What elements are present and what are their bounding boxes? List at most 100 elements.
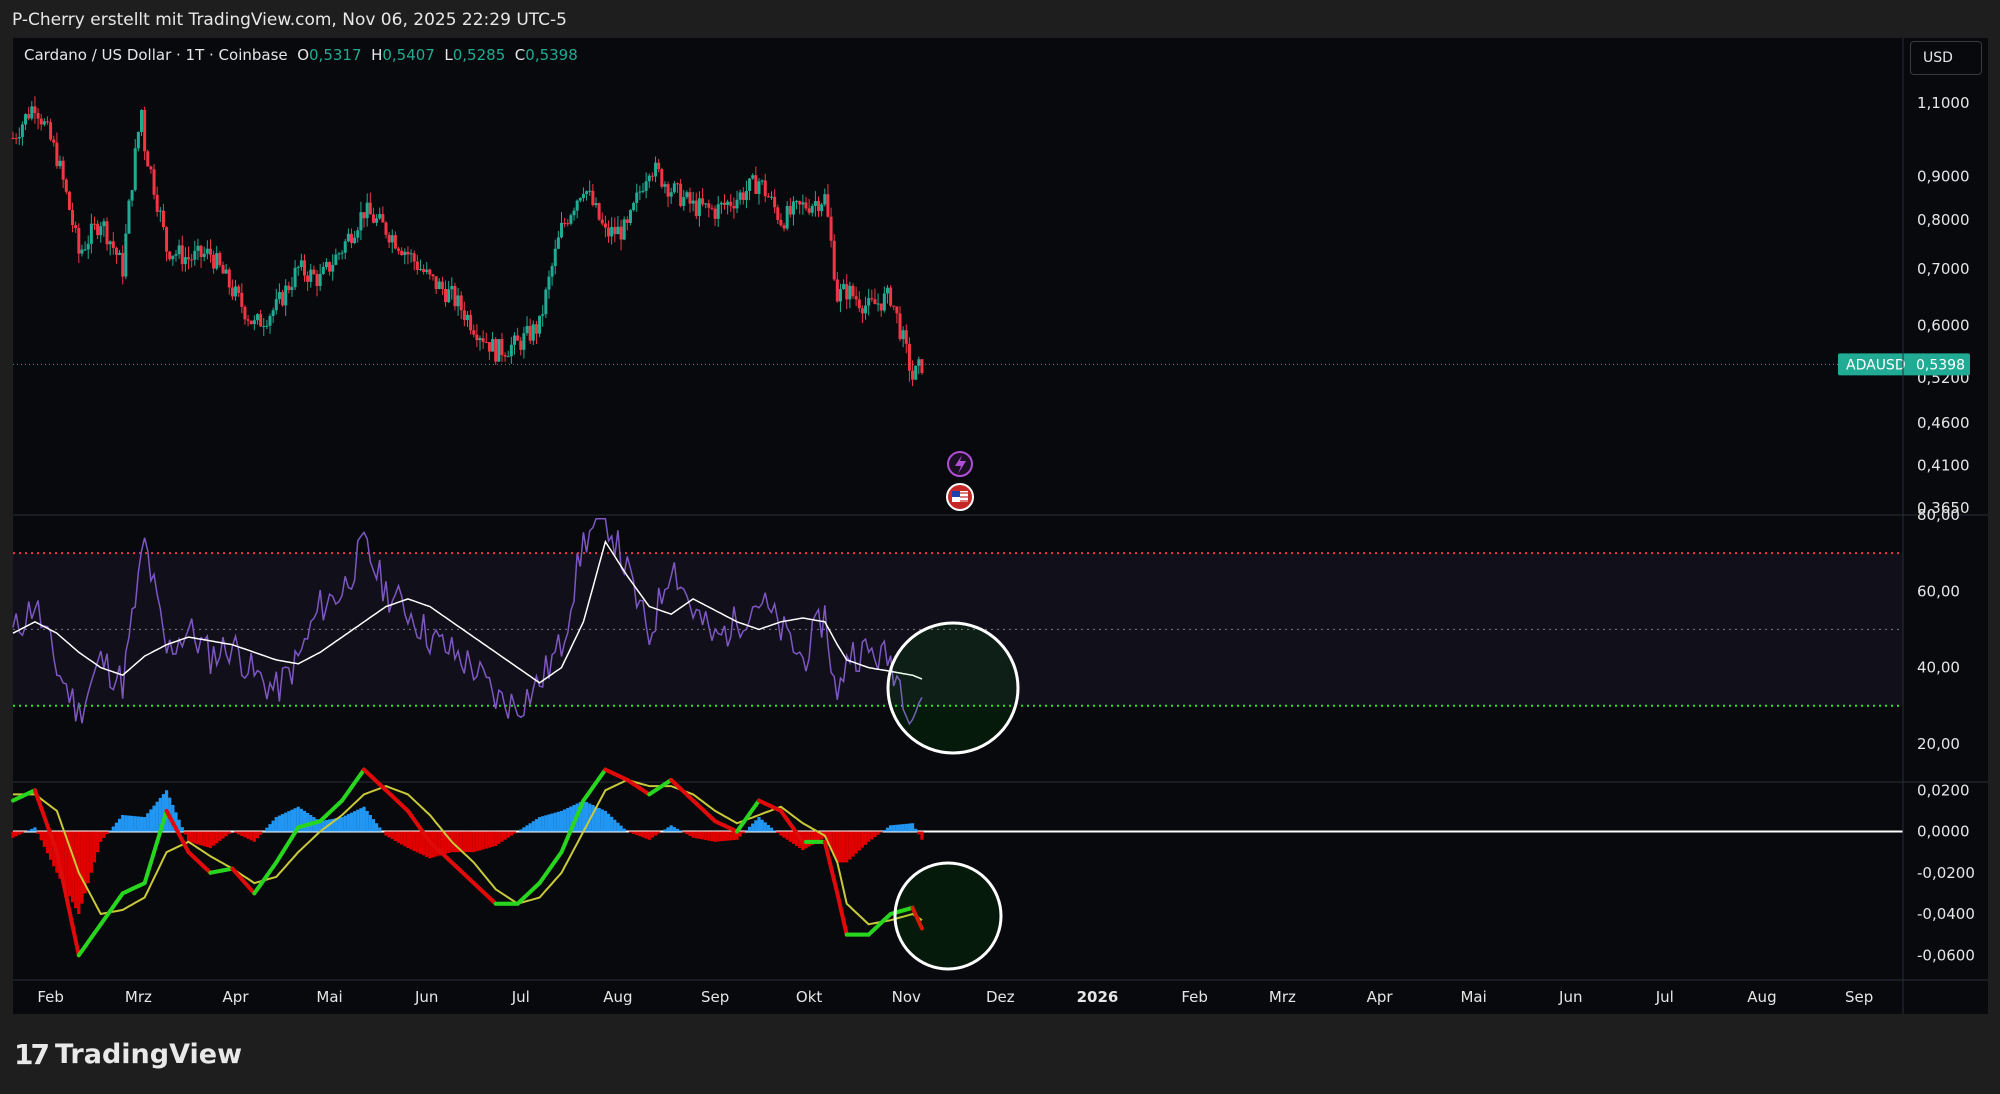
macd-histogram-bar xyxy=(296,806,300,832)
candle-body xyxy=(143,109,147,152)
macd-histogram-bar xyxy=(70,831,75,903)
macd-axis-label: -0,0400 xyxy=(1917,905,1975,923)
candle-body xyxy=(318,273,322,286)
macd-histogram-bar xyxy=(738,831,742,837)
candle-body xyxy=(481,338,485,342)
macd-histogram-bar xyxy=(139,816,144,832)
candle-body xyxy=(309,269,313,282)
candle-body xyxy=(165,227,169,252)
tradingview-logo-icon: 17 xyxy=(14,1038,50,1071)
macd-histogram-bar xyxy=(556,811,560,832)
currency-button[interactable]: USD xyxy=(1910,41,1982,75)
macd-line-segment xyxy=(832,878,840,896)
macd-histogram-bar xyxy=(794,831,799,846)
macd-line-segment xyxy=(838,905,846,923)
candle-body xyxy=(397,248,401,251)
macd-histogram-bar xyxy=(237,831,241,835)
macd-line-segment xyxy=(54,850,63,869)
macd-histogram-bar xyxy=(105,831,109,835)
ohlc-legend: Cardano / US Dollar · 1T · Coinbase O0,5… xyxy=(24,46,578,64)
macd-histogram-bar xyxy=(315,819,319,832)
macd-histogram-bar xyxy=(453,831,457,853)
candle-body xyxy=(302,260,306,276)
macd-histogram-bar xyxy=(14,831,18,837)
candle-body xyxy=(845,284,849,300)
macd-histogram-bar xyxy=(788,831,792,842)
rsi-axis-label: 60,00 xyxy=(1917,582,1960,600)
candle-body xyxy=(641,190,645,192)
macd-histogram-bar xyxy=(519,829,523,832)
open-label: O xyxy=(297,46,310,64)
candle-body xyxy=(71,209,75,226)
macd-histogram-bar xyxy=(224,831,228,837)
macd-histogram-bar xyxy=(259,831,263,835)
macd-histogram-bar xyxy=(290,809,294,832)
candle-body xyxy=(92,223,96,225)
macd-histogram-bar xyxy=(497,831,501,844)
macd-histogram-bar xyxy=(469,831,473,853)
macd-histogram-bar xyxy=(528,823,532,832)
footer xyxy=(0,1014,2000,1094)
macd-histogram-bar xyxy=(807,831,811,847)
macd-signal-line xyxy=(13,778,923,926)
macd-histogram-bar xyxy=(302,810,307,832)
candle-body xyxy=(560,222,564,238)
macd-histogram-bar xyxy=(710,831,714,842)
macd-histogram-bar xyxy=(594,806,598,832)
candle-body xyxy=(218,253,222,266)
us-flag-icon-canton xyxy=(952,491,960,497)
macd-histogram-bar xyxy=(581,800,586,832)
macd-line-segment xyxy=(829,865,837,883)
candle-body xyxy=(277,292,281,300)
macd-histogram-bar xyxy=(440,831,445,855)
candle-body xyxy=(161,210,165,228)
macd-histogram-bar xyxy=(353,811,357,832)
candle-body xyxy=(371,214,375,223)
macd-histogram-bar xyxy=(306,812,310,832)
macd-histogram-bar xyxy=(892,825,896,832)
macd-histogram-bar xyxy=(716,831,720,842)
candle-body xyxy=(281,292,285,306)
candle-body xyxy=(287,285,291,290)
macd-histogram-bar xyxy=(152,805,156,832)
macd-histogram-bar xyxy=(334,818,338,832)
candle-body xyxy=(889,287,893,306)
candle-body xyxy=(86,243,90,250)
candle-body xyxy=(566,223,570,225)
macd-histogram-bar xyxy=(525,825,529,832)
candle-body xyxy=(252,320,256,325)
candle-body xyxy=(610,227,614,237)
macd-histogram-bar xyxy=(36,831,40,834)
macd-histogram-bar xyxy=(465,831,470,853)
macd-histogram-bar xyxy=(691,831,695,838)
candle-body xyxy=(738,192,742,200)
macd-axis-label: -0,0200 xyxy=(1917,864,1975,882)
candle-body xyxy=(876,303,880,305)
macd-histogram-bar xyxy=(155,801,159,832)
candle-body xyxy=(33,106,37,113)
macd-histogram-bar xyxy=(218,831,222,841)
macd-histogram-bar xyxy=(378,827,382,832)
candle-body xyxy=(118,252,122,255)
macd-histogram-bar xyxy=(757,817,761,832)
macd-histogram-bar xyxy=(481,831,485,850)
candle-body xyxy=(58,160,62,167)
macd-histogram-bar xyxy=(174,812,178,832)
macd-histogram-bar xyxy=(813,831,817,843)
candle-body xyxy=(497,339,501,362)
candle-body xyxy=(42,121,46,125)
macd-histogram-bar xyxy=(675,828,680,832)
candle-body xyxy=(356,230,360,238)
macd-histogram-bar xyxy=(27,830,31,832)
candle-body xyxy=(757,181,761,194)
chart-area[interactable] xyxy=(13,38,1988,1014)
macd-histogram-bar xyxy=(531,821,535,832)
candle-body xyxy=(575,200,579,211)
candle-body xyxy=(569,215,573,224)
macd-histogram-bar xyxy=(766,825,770,832)
tradingview-logo[interactable]: 17 TradingView xyxy=(14,1038,242,1071)
candle-body xyxy=(901,330,905,340)
candle-body xyxy=(378,214,382,219)
macd-histogram-bar xyxy=(628,831,633,833)
